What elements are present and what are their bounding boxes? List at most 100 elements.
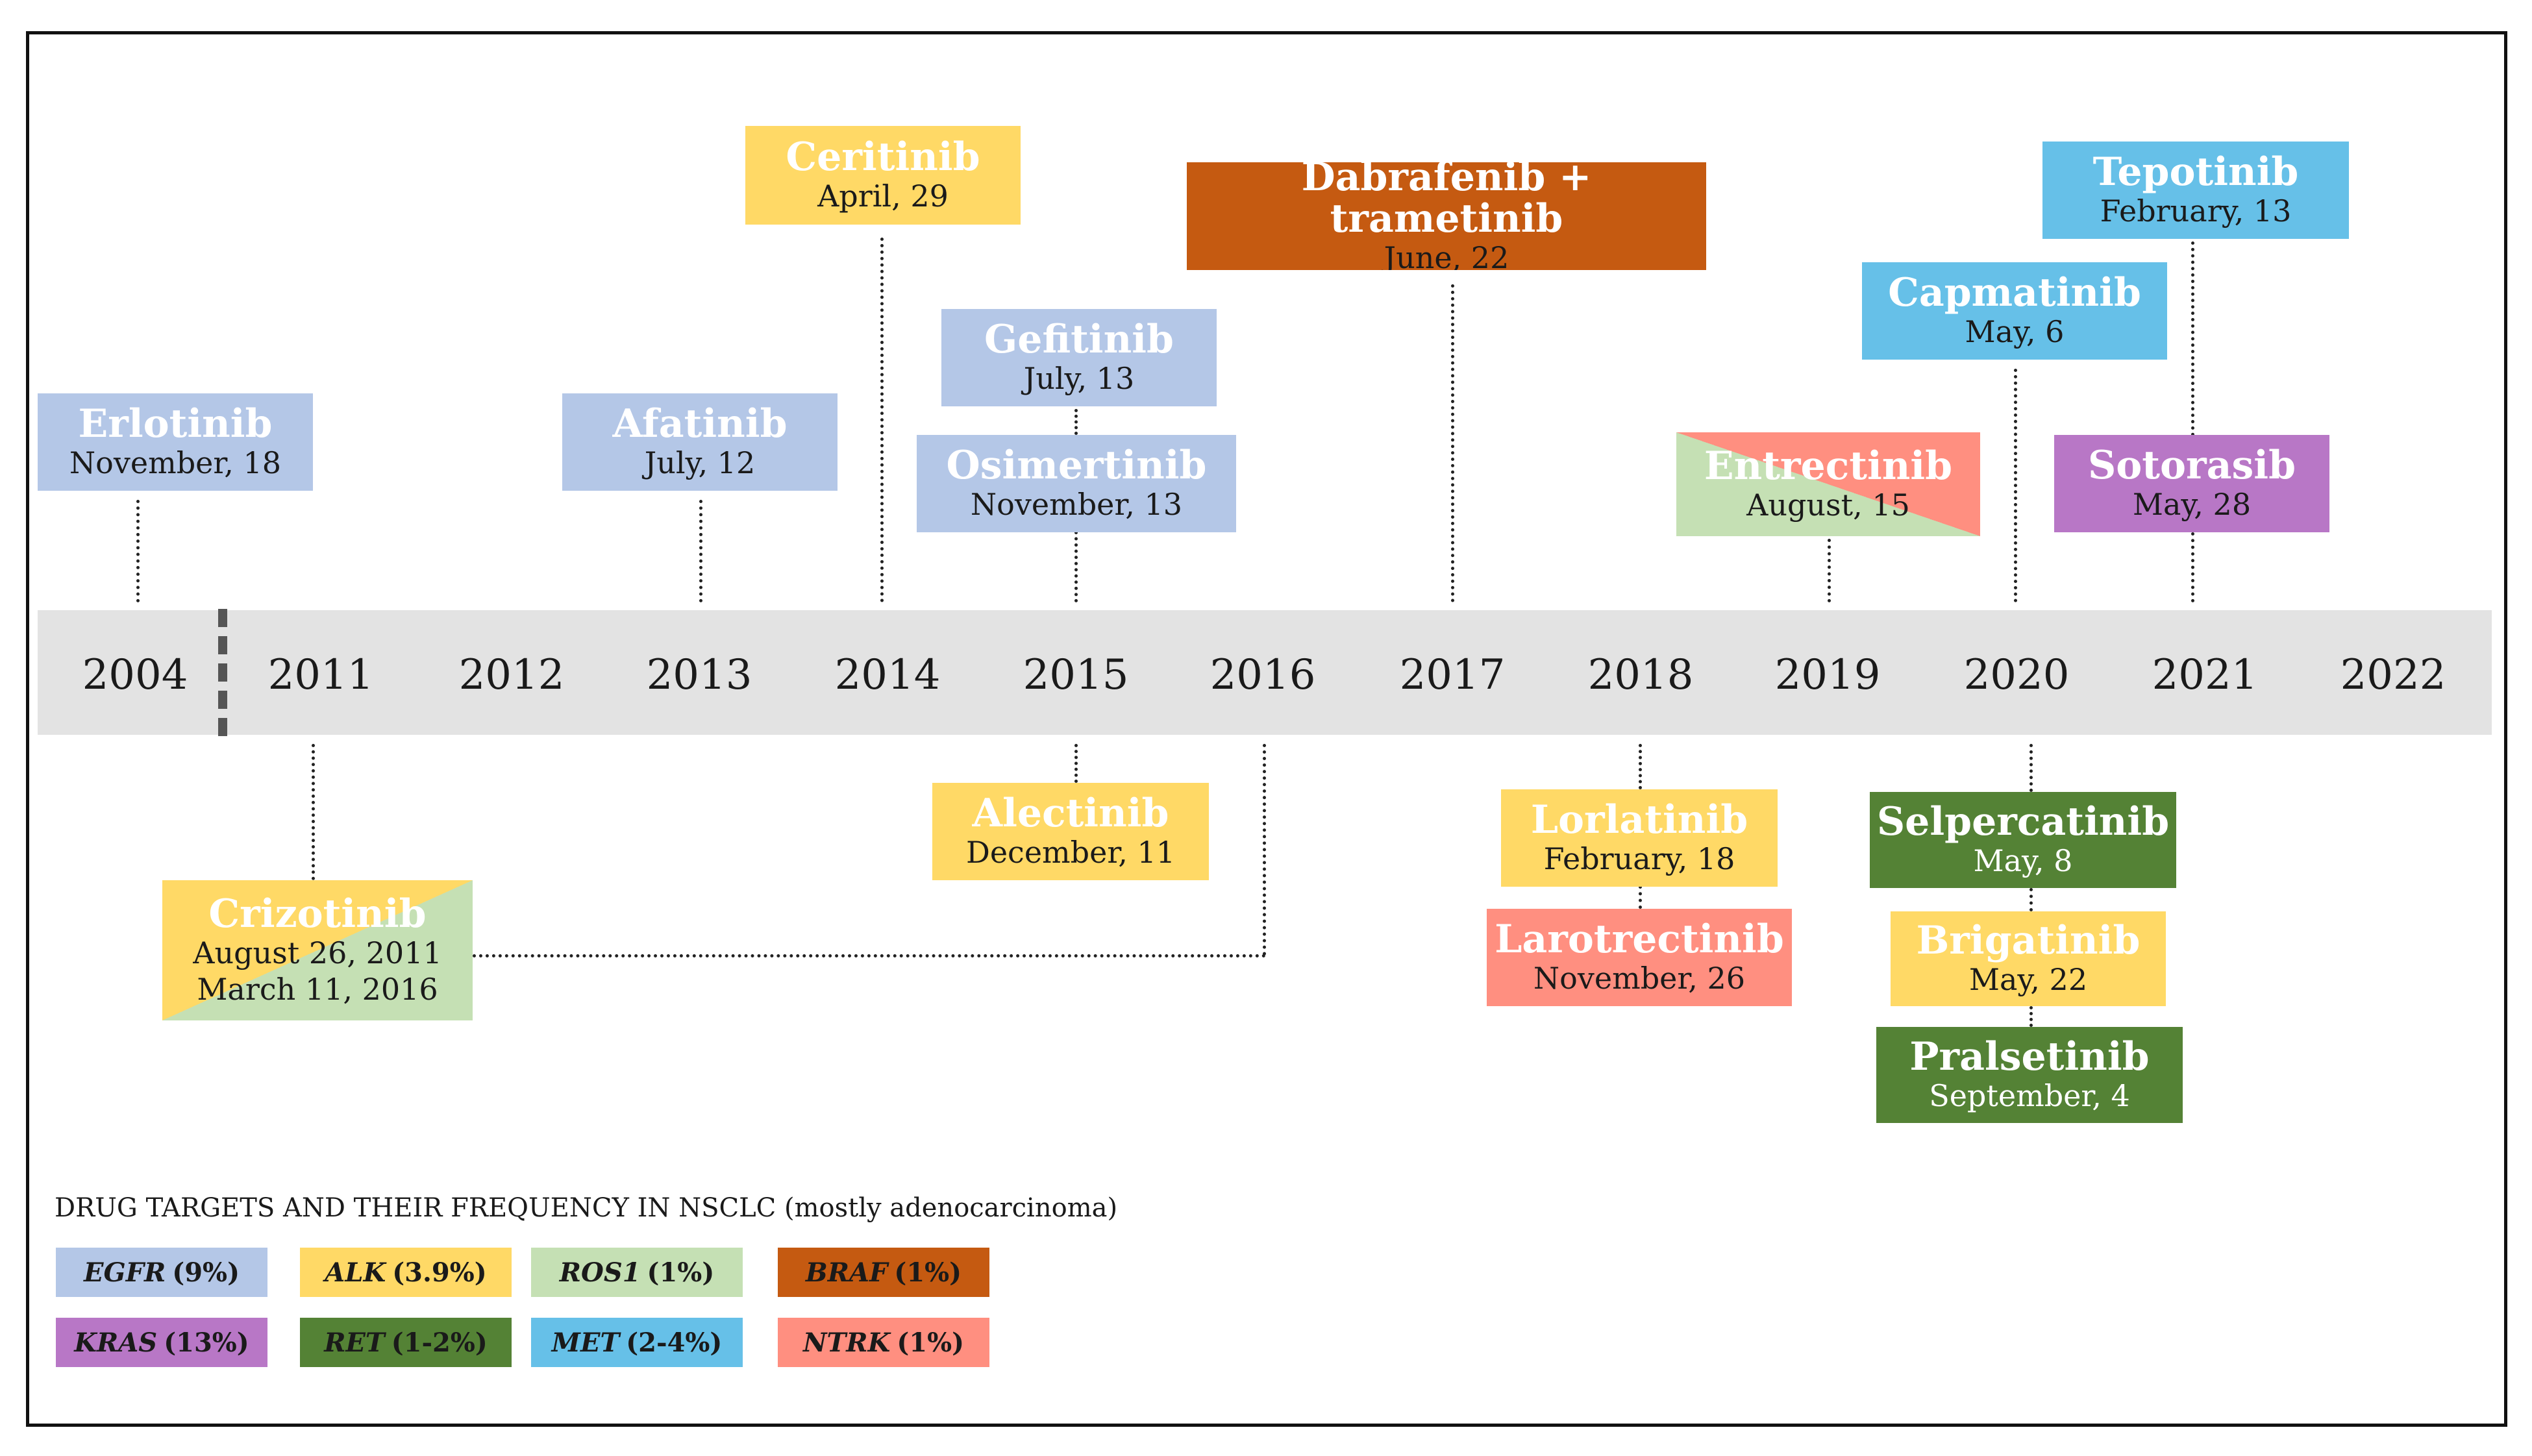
legend-gene: ALK	[325, 1257, 386, 1288]
approval-date: November, 26	[1533, 961, 1746, 996]
drug-name: Selpercatinib	[1876, 799, 2170, 845]
legend-item-kras: KRAS (13%)	[56, 1318, 267, 1367]
timeline-band	[38, 610, 2492, 735]
legend-item-met: MET (2-4%)	[531, 1318, 743, 1367]
drug-box-gefitinib: Gefitinib July, 13	[941, 309, 1217, 406]
year-label: 2015	[1023, 651, 1129, 699]
approval-date: August, 15	[1746, 487, 1910, 523]
approval-date: November, 18	[69, 445, 282, 480]
legend-item-ret: RET (1-2%)	[300, 1318, 512, 1367]
legend-item-ntrk: NTRK (1%)	[778, 1318, 989, 1367]
year-label: 2014	[834, 651, 941, 699]
connector-line	[1074, 744, 1078, 783]
connector-line	[1263, 744, 1266, 956]
drug-box-tepotinib: Tepotinib February, 13	[2042, 142, 2349, 239]
legend-title: DRUG TARGETS AND THEIR FREQUENCY IN NSCL…	[55, 1193, 1118, 1223]
year-label: 2020	[1963, 651, 2070, 699]
legend-item-braf: BRAF (1%)	[778, 1248, 989, 1297]
drug-name: Ceritinib	[786, 134, 980, 180]
legend-frequency: (1%)	[647, 1257, 715, 1288]
approval-date: May, 22	[1968, 962, 2088, 997]
connector-line	[2029, 1006, 2033, 1027]
legend-frequency: (1-2%)	[391, 1327, 488, 1358]
approval-date: February, 18	[1543, 841, 1735, 876]
drug-box-pralsetinib: Pralsetinib September, 4	[1876, 1027, 2183, 1123]
connector-line	[312, 744, 315, 880]
legend-gene: BRAF	[805, 1257, 888, 1288]
connector-line	[2014, 369, 2017, 602]
legend-gene: EGFR	[84, 1257, 166, 1288]
approval-date: April, 29	[817, 179, 949, 214]
drug-name: Alectinib	[972, 791, 1169, 836]
drug-name: Capmatinib	[1888, 270, 2141, 315]
drug-name: Sotorasib	[2087, 443, 2296, 488]
legend-gene: NTRK	[802, 1327, 891, 1358]
approval-date: February, 13	[2100, 193, 2292, 228]
drug-box-lorlatinib: Lorlatinib February, 18	[1501, 789, 1778, 887]
connector-line	[1639, 744, 1642, 789]
legend-frequency: (2-4%)	[626, 1327, 723, 1358]
legend-frequency: (13%)	[164, 1327, 249, 1358]
connector-line	[473, 954, 1266, 957]
drug-name: Lorlatinib	[1530, 797, 1748, 843]
drug-box-selpercatinib: Selpercatinib May, 8	[1870, 792, 2176, 888]
drug-name: Osimertinib	[946, 443, 1207, 488]
drug-box-larotrectinib: Larotrectinib November, 26	[1487, 909, 1792, 1006]
year-label: 2011	[267, 651, 374, 699]
legend-frequency: (1%)	[894, 1257, 962, 1288]
connector-line	[1451, 284, 1454, 602]
drug-box-brigatinib: Brigatinib May, 22	[1891, 911, 2166, 1006]
connector-line	[699, 500, 702, 602]
drug-box-capmatinib: Capmatinib May, 6	[1862, 262, 2167, 360]
drug-box-osimertinib: Osimertinib November, 13	[917, 435, 1236, 532]
year-label: 2021	[2152, 651, 2258, 699]
legend-frequency: (1%)	[897, 1327, 965, 1358]
legend-item-alk: ALK (3.9%)	[300, 1248, 512, 1297]
drug-box-crizotinib: Crizotinib August 26, 2011 March 11, 201…	[162, 880, 473, 1020]
legend-item-ros1: ROS1 (1%)	[531, 1248, 743, 1297]
connector-line	[1639, 885, 1642, 909]
drug-box-erlotinib: Erlotinib November, 18	[38, 393, 313, 491]
legend-frequency: (3.9%)	[392, 1257, 487, 1288]
connector-line	[1074, 531, 1078, 602]
approval-date: May, 8	[1973, 843, 2073, 878]
connector-line	[2029, 744, 2033, 792]
drug-name: Erlotinib	[78, 401, 273, 447]
approval-date: August 26, 2011	[193, 935, 442, 970]
drug-name: Entrectinib	[1704, 443, 1953, 489]
connector-line	[2029, 888, 2033, 911]
figure-frame	[26, 31, 2507, 1427]
approval-date: June, 22	[1384, 240, 1509, 270]
connector-line	[1828, 539, 1831, 602]
approval-date: December, 11	[965, 835, 1176, 870]
year-label: 2018	[1587, 651, 1694, 699]
drug-name: Larotrectinib	[1495, 917, 1784, 962]
approval-date: March 11, 2016	[197, 972, 438, 1007]
drug-name: Pralsetinib	[1909, 1034, 2150, 1080]
year-label: 2016	[1210, 651, 1316, 699]
legend-gene: ROS1	[559, 1257, 641, 1288]
connector-line	[1074, 409, 1078, 435]
year-label: 2019	[1774, 651, 1881, 699]
legend-frequency: (9%)	[172, 1257, 240, 1288]
axis-break-marker	[218, 609, 227, 736]
drug-name: Afatinib	[612, 401, 788, 447]
year-label: 2017	[1399, 651, 1506, 699]
drug-name: Dabrafenib + trametinib	[1301, 162, 1592, 241]
drug-box-dabrafenib-trametinib: Dabrafenib + trametinib June, 22	[1187, 162, 1706, 270]
drug-name: Brigatinib	[1916, 918, 2141, 963]
legend-gene: KRAS	[74, 1327, 158, 1358]
drug-box-alectinib: Alectinib December, 11	[932, 783, 1209, 880]
approval-date: November, 13	[970, 487, 1183, 522]
legend-item-egfr: EGFR (9%)	[56, 1248, 267, 1297]
year-label: 2013	[646, 651, 752, 699]
legend-gene: RET	[324, 1327, 385, 1358]
year-label: 2004	[82, 651, 188, 699]
approval-date: May, 6	[1965, 314, 2065, 349]
year-label: 2022	[2340, 651, 2446, 699]
drug-name: Gefitinib	[984, 317, 1174, 362]
connector-line	[136, 500, 140, 602]
approval-date: May, 28	[2132, 487, 2252, 522]
drug-name: Tepotinib	[2092, 149, 2299, 195]
drug-box-sotorasib: Sotorasib May, 28	[2054, 435, 2329, 532]
